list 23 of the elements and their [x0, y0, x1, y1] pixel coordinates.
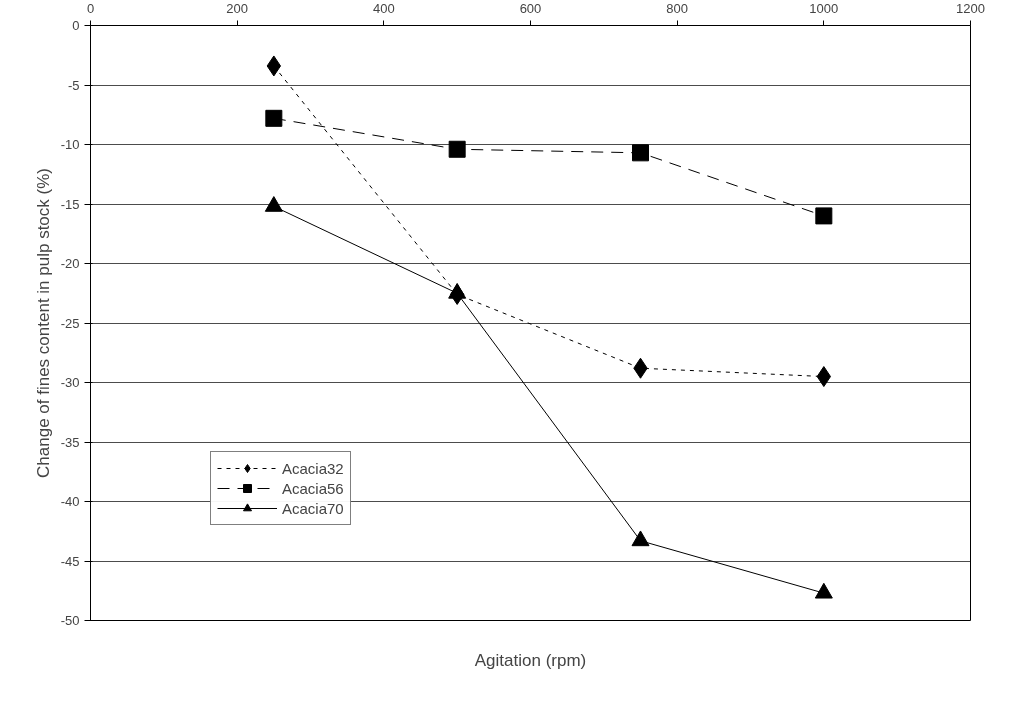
y-tick-label: -15 [60, 196, 80, 212]
legend-label: Acacia56 [282, 479, 344, 497]
y-tick-label: -20 [60, 256, 80, 271]
x-tick-label: 800 [666, 0, 689, 16]
y-tick-label: -40 [60, 494, 80, 509]
y-tick-label: -25 [60, 315, 80, 331]
x-tick-label: 200 [226, 0, 249, 16]
x-tick-label: 600 [519, 0, 542, 16]
legend-label: Acacia32 [282, 459, 344, 477]
x-tick-label: 1200 [956, 0, 985, 16]
x-tick-label: 0 [86, 0, 95, 16]
y-tick-label: 0 [72, 18, 80, 33]
y-tick-label: -50 [60, 613, 80, 628]
y-tick-label: -30 [60, 375, 80, 390]
y-tick-label: -10 [60, 137, 80, 152]
y-tick-label: -5 [67, 77, 80, 93]
y-tick-label: -35 [60, 434, 80, 450]
legend-label: Acacia70 [282, 499, 344, 517]
y-axis-title: Change of fines content in pulp stock (%) [33, 168, 53, 478]
y-tick-label: -45 [60, 553, 80, 569]
x-tick-label: 1000 [809, 0, 839, 16]
x-tick-label: 400 [372, 0, 395, 16]
x-axis-title: Agitation (rpm) [474, 650, 587, 670]
